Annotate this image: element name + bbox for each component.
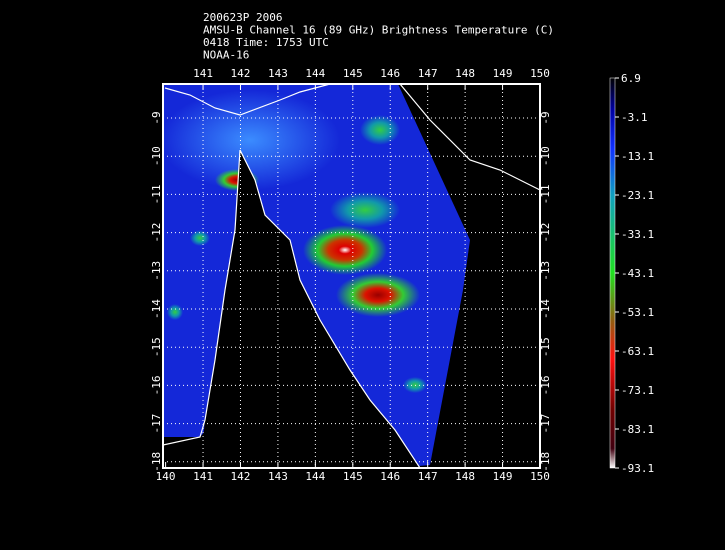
colorbar-label: -73.1 bbox=[621, 384, 654, 397]
cloud bbox=[330, 192, 400, 228]
lon-tick-label: 144 bbox=[305, 67, 325, 80]
lon-tick-label: 149 bbox=[493, 67, 513, 80]
header-line: NOAA-16 bbox=[203, 49, 249, 62]
lat-tick-label: -16 bbox=[150, 375, 163, 395]
lon-tick-label: 142 bbox=[231, 470, 251, 483]
lat-tick-label: -9 bbox=[150, 111, 163, 124]
cloud bbox=[360, 115, 400, 145]
cloud bbox=[167, 304, 183, 320]
coastline bbox=[164, 84, 331, 116]
colorbar bbox=[609, 77, 616, 469]
lat-tick-label: -18 bbox=[150, 452, 163, 472]
lon-tick-label: 146 bbox=[380, 67, 400, 80]
cloud bbox=[303, 225, 387, 275]
lat-tick-label: -10 bbox=[539, 146, 552, 166]
lon-tick-label: 148 bbox=[455, 67, 475, 80]
lat-tick-label: -17 bbox=[150, 414, 163, 434]
lon-tick-label: 145 bbox=[343, 470, 363, 483]
imagery bbox=[163, 84, 540, 468]
lon-tick-label: 140 bbox=[156, 470, 176, 483]
lat-tick-label: -16 bbox=[539, 375, 552, 395]
lat-tick-label: -15 bbox=[150, 337, 163, 357]
lon-tick-label: 150 bbox=[530, 67, 550, 80]
lon-tick-label: 149 bbox=[493, 470, 513, 483]
lon-tick-label: 144 bbox=[305, 470, 325, 483]
lon-tick-label: 143 bbox=[268, 470, 288, 483]
lon-tick-label: 150 bbox=[530, 470, 550, 483]
coastline bbox=[163, 149, 241, 446]
lon-tick-label: 145 bbox=[343, 67, 363, 80]
lon-tick-label: 141 bbox=[193, 67, 213, 80]
colorbar-label: -43.1 bbox=[621, 267, 654, 280]
bottom-labels: 140 141 142 143 144 145 146 147 148 149 150 bbox=[156, 470, 550, 483]
header-line: AMSU-B Channel 16 (89 GHz) Brightness Te… bbox=[203, 24, 554, 37]
cloud bbox=[336, 273, 420, 317]
lat-tick-label: -10 bbox=[150, 146, 163, 166]
grid bbox=[163, 84, 541, 468]
colorbar-label: -23.1 bbox=[621, 189, 654, 202]
colorbar-label: -33.1 bbox=[621, 228, 654, 241]
lat-tick-label: -13 bbox=[539, 261, 552, 281]
colorbar-label: -13.1 bbox=[621, 150, 654, 163]
coastline bbox=[239, 149, 421, 468]
lat-tick-label: -9 bbox=[539, 111, 552, 124]
land bbox=[200, 150, 420, 468]
lon-tick-label: 148 bbox=[455, 470, 475, 483]
lon-tick-label: 142 bbox=[231, 67, 251, 80]
header-line: 0418 Time: 1753 UTC bbox=[203, 36, 329, 49]
lat-tick-label: -14 bbox=[539, 299, 552, 319]
lon-tick-label: 147 bbox=[418, 67, 438, 80]
colorbar-label: -93.1 bbox=[621, 462, 654, 475]
map-frame bbox=[162, 83, 541, 469]
lat-tick-label: -12 bbox=[539, 223, 552, 243]
coastline bbox=[399, 84, 540, 191]
land bbox=[330, 84, 540, 190]
colorbar-label: -83.1 bbox=[621, 423, 654, 436]
lon-tick-label: 141 bbox=[193, 470, 213, 483]
header-line: 200623P 2006 bbox=[203, 11, 282, 24]
lat-tick-label: -15 bbox=[539, 337, 552, 357]
cloud bbox=[163, 90, 340, 190]
lon-tick-label: 146 bbox=[380, 470, 400, 483]
lat-tick-label: -12 bbox=[150, 223, 163, 243]
lat-tick-label: -14 bbox=[150, 299, 163, 319]
colorbar-label: -3.1 bbox=[621, 111, 648, 124]
colorbar-label: -53.1 bbox=[621, 306, 654, 319]
colorbar-label: -63.1 bbox=[621, 345, 654, 358]
cloud bbox=[190, 230, 210, 246]
lat-tick-label: -13 bbox=[150, 261, 163, 281]
colorbar-label: 6.9 bbox=[621, 72, 641, 85]
lon-tick-label: 147 bbox=[418, 470, 438, 483]
lat-tick-label: -11 bbox=[150, 184, 163, 204]
lon-tick-label: 143 bbox=[268, 67, 288, 80]
lat-tick-label: -18 bbox=[539, 452, 552, 472]
lat-tick-label: -17 bbox=[539, 414, 552, 434]
lat-tick-label: -11 bbox=[539, 184, 552, 204]
